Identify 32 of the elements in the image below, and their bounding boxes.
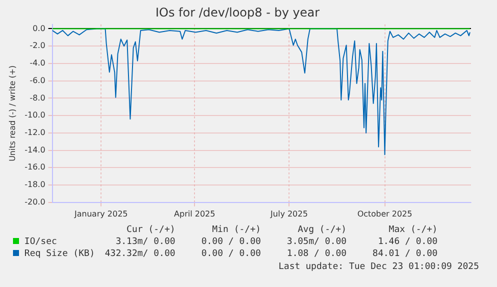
y-tick-label: -8.0 (30, 93, 46, 102)
legend-label: IO/sec (23, 236, 58, 248)
y-tick-label: -6.0 (30, 76, 46, 85)
legend-label: Req Size (KB) (23, 248, 95, 260)
y-tick-label: -4.0 (30, 58, 46, 68)
y-tick-label: -20.0 (24, 197, 46, 206)
y-tick-label: -2.0 (30, 41, 46, 50)
text: 432.32m/ 0.00 (104, 248, 176, 260)
y-tick-label: -12.0 (24, 128, 46, 138)
text: Avg (-/+) (296, 224, 347, 236)
text: Min (-/+) (211, 224, 261, 236)
x-tick-label: April 2025 (174, 209, 216, 218)
text: 0.00 / 0.00 (200, 248, 261, 260)
y-tick-label: -14.0 (24, 145, 46, 154)
y-tick-label: -18.0 (24, 180, 46, 190)
text: Last update: Tue Dec 23 01:00:09 2025 (278, 262, 479, 272)
y-tick-label: 0.0 (32, 24, 46, 33)
x-tick-label: October 2025 (357, 209, 412, 218)
y-axis-title: Units read (-) / write (+) (8, 65, 17, 162)
text: Cur (-/+) (126, 224, 176, 236)
text: 1.46 / 0.00 (376, 236, 438, 248)
x-tick-label: July 2025 (270, 209, 308, 218)
text: 3.13m/ 0.00 (114, 236, 176, 248)
chart-title: IOs for /dev/loop8 - by year (155, 5, 320, 20)
text: Max (-/+) (388, 224, 438, 236)
text: 84.01 / 0.00 (372, 248, 438, 260)
y-tick-label: -16.0 (24, 162, 46, 172)
text: 0.00 / 0.00 (200, 236, 261, 248)
x-tick-label: January 2025 (74, 209, 128, 218)
text: 1.08 / 0.00 (286, 248, 347, 260)
text: 3.05m/ 0.00 (286, 236, 347, 248)
y-tick-label: -10.0 (24, 110, 46, 120)
